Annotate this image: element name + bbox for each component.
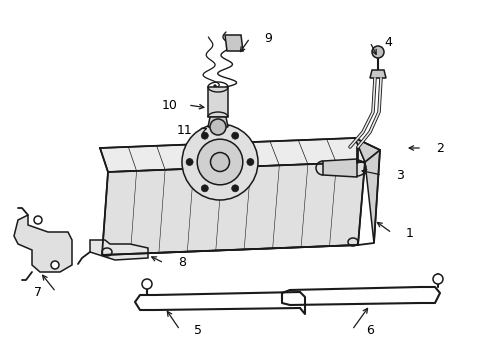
Circle shape: [211, 153, 229, 171]
Text: 9: 9: [264, 32, 272, 45]
Polygon shape: [225, 35, 243, 51]
Circle shape: [142, 279, 152, 289]
Text: 11: 11: [177, 123, 193, 136]
Polygon shape: [355, 138, 380, 243]
Text: 8: 8: [178, 256, 186, 270]
Text: 5: 5: [194, 324, 202, 337]
Polygon shape: [208, 87, 228, 117]
Polygon shape: [90, 240, 148, 260]
Circle shape: [186, 158, 193, 166]
Circle shape: [433, 274, 443, 284]
Text: 1: 1: [406, 226, 414, 239]
Circle shape: [232, 185, 239, 192]
Circle shape: [51, 261, 59, 269]
Circle shape: [201, 185, 208, 192]
Polygon shape: [370, 70, 386, 78]
Text: 4: 4: [384, 36, 392, 49]
Circle shape: [247, 158, 254, 166]
Text: 6: 6: [366, 324, 374, 337]
Polygon shape: [323, 159, 357, 177]
Circle shape: [372, 46, 384, 58]
Circle shape: [34, 216, 42, 224]
Text: 10: 10: [162, 99, 178, 112]
Text: 3: 3: [396, 168, 404, 181]
Polygon shape: [208, 117, 228, 127]
Polygon shape: [102, 162, 365, 255]
Polygon shape: [100, 138, 365, 172]
Circle shape: [210, 119, 226, 135]
Text: 7: 7: [34, 285, 42, 298]
Circle shape: [201, 132, 208, 139]
Polygon shape: [14, 215, 72, 272]
Circle shape: [197, 139, 243, 185]
Circle shape: [182, 124, 258, 200]
Text: 2: 2: [436, 141, 444, 154]
Circle shape: [232, 132, 239, 139]
